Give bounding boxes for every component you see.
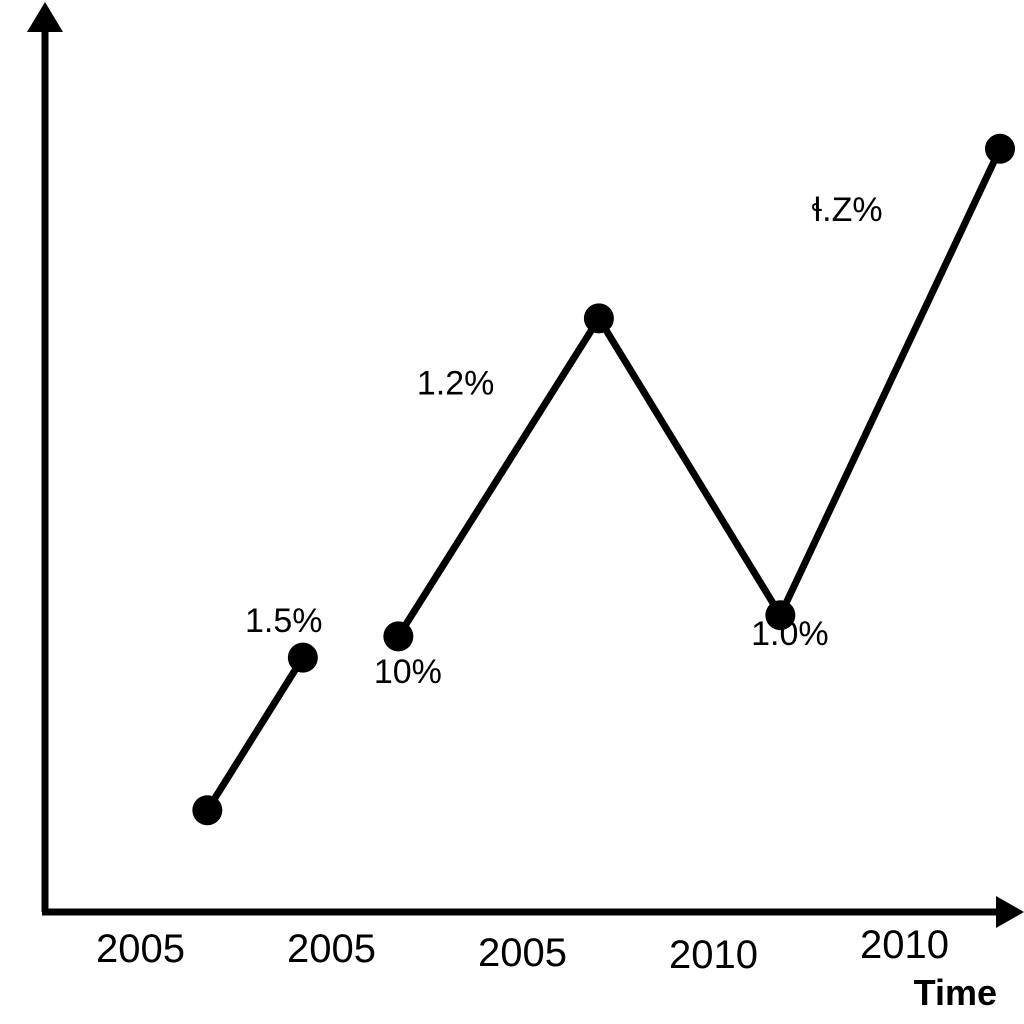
series-line-segment — [203, 654, 307, 814]
series-line-segment — [595, 314, 784, 619]
x-tick-label: 2010 — [860, 923, 949, 967]
data-point — [287, 642, 318, 673]
data-point — [583, 303, 614, 334]
data-point — [985, 133, 1015, 164]
x-tick-label: 2005 — [96, 927, 185, 971]
x-tick-label: 2005 — [287, 927, 376, 971]
data-point — [192, 795, 223, 826]
x-tick-label: 2005 — [478, 931, 567, 975]
x-tick-label: 2010 — [669, 933, 758, 977]
data-point — [383, 621, 414, 652]
y-axis-arrowhead — [27, 2, 63, 32]
annotation-layer: 1.5% 10% 1.2% 1.0% ɬ.Z% — [245, 191, 883, 691]
x-tick-labels: 2005 2005 2005 2010 2010 — [96, 923, 949, 977]
x-axis-arrowhead — [996, 896, 1024, 928]
series-line-segment — [394, 314, 603, 640]
data-label: 10% — [374, 653, 442, 691]
series-layer — [192, 133, 1015, 826]
x-axis-title: Time — [914, 972, 997, 1013]
data-point — [765, 600, 796, 631]
chart-axes — [27, 2, 1024, 928]
data-label: 1.2% — [417, 365, 495, 403]
data-label: 1.5% — [245, 602, 323, 640]
series-line-segment — [776, 145, 1004, 619]
data-label: 1.0% — [751, 615, 829, 653]
data-label: ɬ.Z% — [812, 191, 883, 229]
